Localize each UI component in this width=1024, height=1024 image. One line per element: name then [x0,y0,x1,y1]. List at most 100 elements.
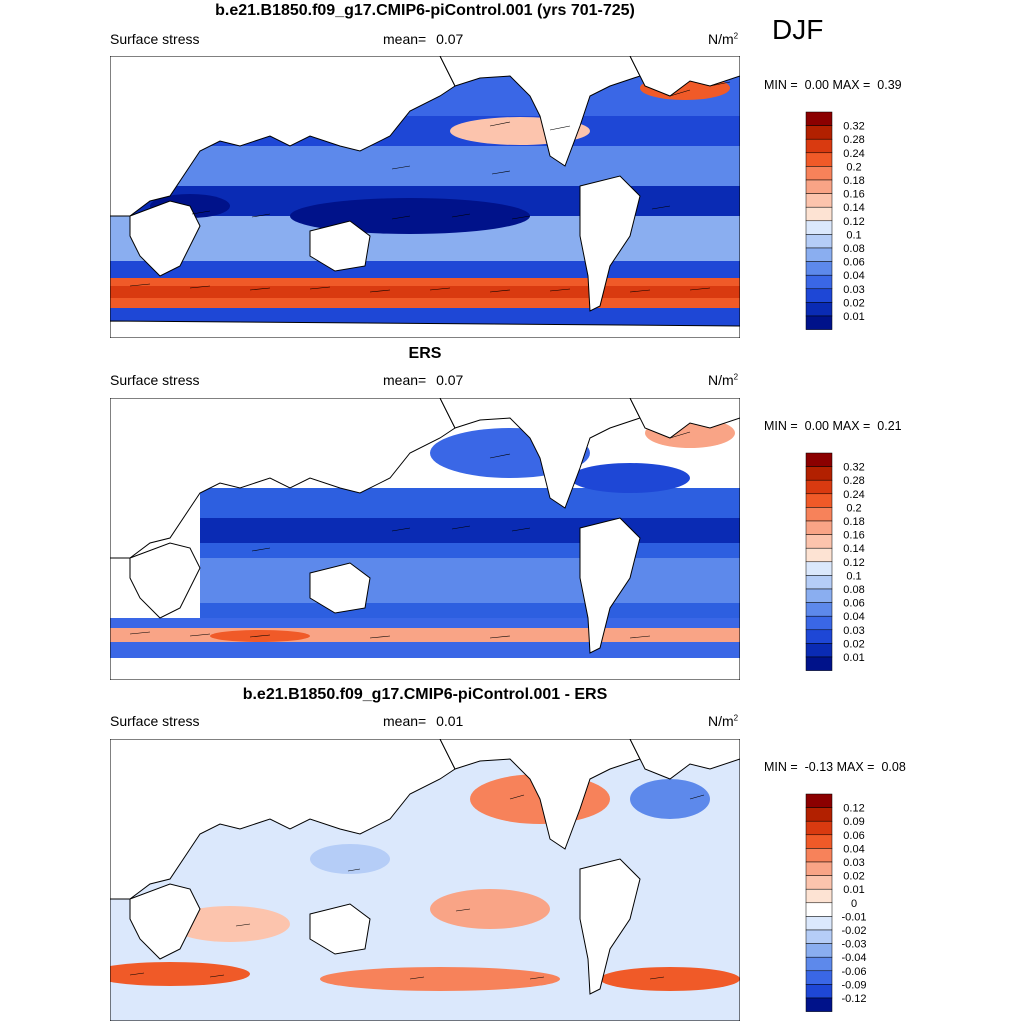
panel-3-mean-label: mean= [383,713,427,729]
colorbar-label: 0.02 [843,297,864,309]
panel-3-title: b.e21.B1850.f09_g17.CMIP6-piControl.001 … [242,686,608,703]
colorbar-label: 0.18 [843,516,864,528]
colorbar-swatch [805,848,833,863]
panel-1-map [110,56,740,338]
panel-2-left-label: Surface stress [110,372,200,388]
panel-1-mean-label: mean= [383,31,427,47]
colorbar-label: 0.01 [843,884,864,896]
colorbar-swatch [805,452,833,467]
colorbar-label: 0.24 [843,148,864,160]
colorbar-label: 0.02 [843,871,864,883]
season-label: DJF [772,14,824,45]
colorbar-swatch [805,507,833,522]
panel-3-map [110,739,740,1021]
colorbar-label: 0.06 [843,598,864,610]
southern-anomaly-west [110,962,250,986]
panel-2-mean: mean= 0.07 [383,372,463,388]
colorbar-label: 0.12 [843,557,864,569]
colorbar-swatch [805,902,833,917]
panel-1-minmax: MIN = 0.00 MAX = 0.39 [764,78,902,92]
colorbar-swatch [805,929,833,944]
colorbar-swatch [805,943,833,958]
panel-1-left-label: Surface stress [110,31,200,47]
colorbar-label: 0.32 [843,462,864,474]
colorbar-label: -0.03 [841,939,866,951]
colorbar-label: 0.12 [843,803,864,815]
panel-1-unit: N/m2 [708,31,739,47]
colorbar-swatch [805,274,833,290]
colorbar-swatch [805,916,833,931]
colorbar-label: 0.16 [843,530,864,542]
colorbar-swatch [805,561,833,576]
panel-2-minmax: MIN = 0.00 MAX = 0.21 [764,419,902,433]
colorbar-swatch [805,179,833,194]
panel-2-mean-label: mean= [383,372,427,388]
colorbar-swatch [805,615,833,631]
colorbar-label: 0.03 [843,284,864,296]
colorbar-swatch [805,547,833,563]
colorbar-swatch [805,247,833,262]
colorbar-swatch [805,261,833,276]
colorbar-label: 0.14 [843,543,864,555]
colorbar-swatch [805,984,833,999]
colorbar-swatch [805,166,833,181]
land-masses [110,739,740,995]
panel-1-mean: mean= 0.07 [383,31,463,47]
colorbar-label: 0.04 [843,843,864,855]
colorbar-label: 0.2 [846,502,861,514]
colorbar-swatch [805,656,833,671]
panel-2-unit: N/m2 [708,372,739,388]
colorbar-label: 0.01 [843,311,864,323]
colorbar-label: 0.12 [843,216,864,228]
colorbar-swatch [805,861,833,876]
colorbar-label: 0.28 [843,134,864,146]
colorbar-swatch [805,970,833,985]
colorbar-swatch [805,220,833,235]
panel-1-mean-value: 0.07 [436,31,464,47]
colorbar-swatch [805,302,833,317]
colorbar-label: -0.06 [841,966,866,978]
colorbar-label: 0.02 [843,638,864,650]
colorbar-swatch [805,138,833,154]
colorbar-swatch [805,479,833,495]
colorbar-swatch [805,288,833,303]
colorbar-label: 0.06 [843,257,864,269]
land-masses [110,398,740,654]
colorbar-swatch [805,193,833,208]
colorbar-label: -0.02 [841,925,866,937]
colorbar-swatch [805,493,833,508]
colorbar-swatch [805,234,833,249]
colorbar-swatch [805,520,833,535]
colorbar-swatch [805,602,833,617]
colorbar-label: 0.08 [843,243,864,255]
colorbar-label: 0.03 [843,625,864,637]
colorbar-swatch [805,834,833,849]
panel-2-title: ERS [408,345,442,362]
colorbar-label: 0.2 [846,161,861,173]
colorbar-label: 0.09 [843,816,864,828]
colorbar-label: 0.28 [843,475,864,487]
panel-3-mean: mean= 0.01 [383,713,463,729]
colorbar-swatch [805,629,833,644]
colorbar-swatch [805,807,833,822]
colorbar-label: 0.04 [843,611,864,623]
colorbar-label: -0.09 [841,979,866,991]
colorbar-swatch [805,643,833,658]
colorbar-swatch [805,997,833,1012]
colorbar-swatch [805,888,833,904]
colorbar-swatch [805,315,833,330]
colorbar-swatch [805,534,833,549]
colorbar-label: 0.18 [843,175,864,187]
colorbar-swatch [805,152,833,167]
colorbar-swatch [805,206,833,222]
panel-2-colorbar: 0.320.28 0.240.2 0.18 0.160.14 0.120.1 0.08 0.… [805,452,865,671]
panel-3-minmax: MIN = -0.13 MAX = 0.08 [764,760,906,774]
colorbar-swatch [805,820,833,836]
colorbar-swatch [805,875,833,890]
colorbar-swatch [805,466,833,481]
panel-3-unit: N/m2 [708,713,739,729]
colorbar-swatch [805,575,833,590]
colorbar-label: 0.03 [843,857,864,869]
stress-vectors [129,794,705,980]
colorbar-label: 0.14 [843,202,864,214]
